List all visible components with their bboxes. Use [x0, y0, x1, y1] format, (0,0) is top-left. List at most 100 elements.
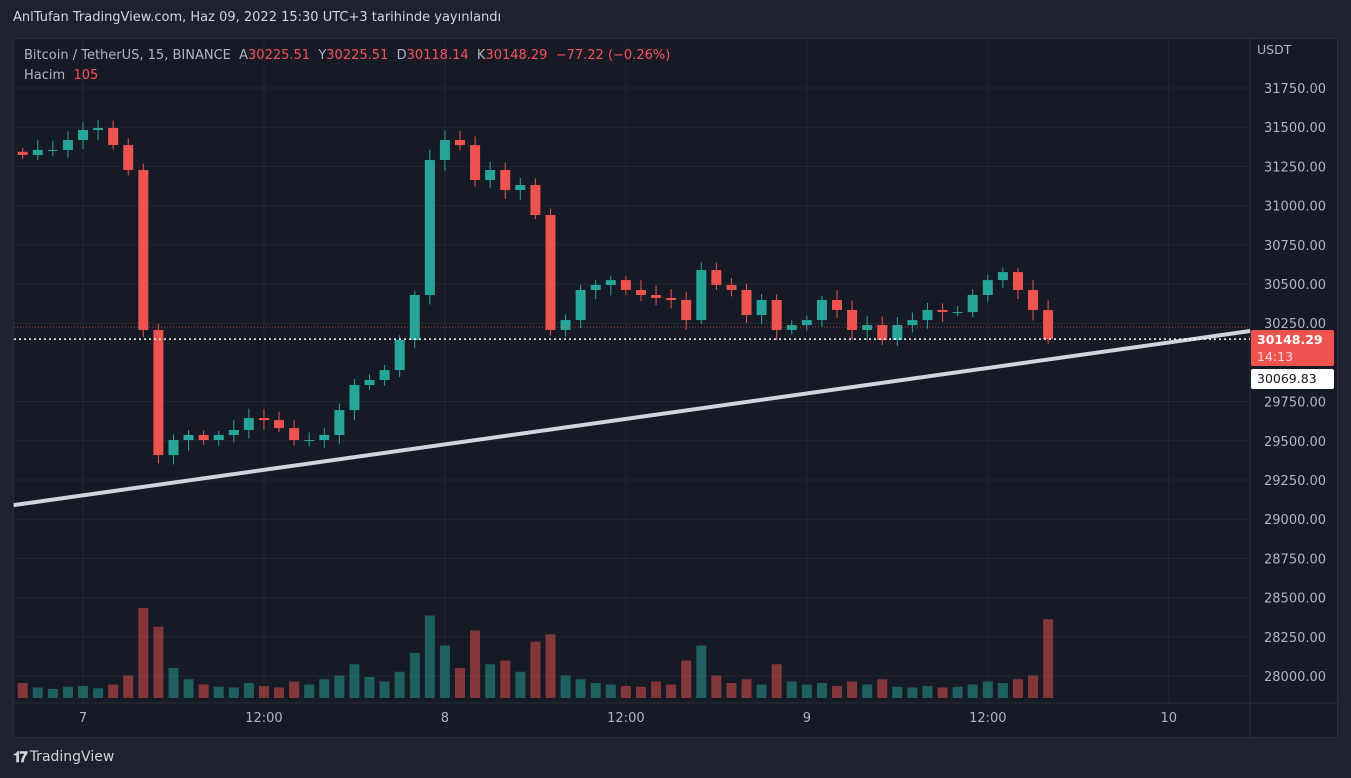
candle-up — [304, 440, 315, 442]
candle-up — [213, 434, 224, 441]
candle-down — [289, 428, 300, 441]
volume-bar — [258, 686, 269, 698]
y-tick-label: 28750.00 — [1264, 552, 1326, 567]
candle-up — [515, 185, 526, 191]
candle-up — [696, 270, 707, 321]
volume-bar — [168, 668, 179, 698]
candle-up — [228, 429, 239, 435]
volume-bar — [967, 684, 978, 698]
volume-bar — [349, 664, 360, 698]
volume-bar — [243, 683, 254, 698]
volume-bar — [832, 686, 842, 698]
volume-bar — [666, 684, 677, 698]
candle-up — [168, 440, 179, 456]
volume-bar — [711, 675, 722, 698]
brand-name: TradingView — [29, 749, 115, 765]
candle-up — [424, 159, 435, 295]
x-tick-label: 12:00 — [969, 711, 1006, 726]
y-tick-label: 30250.00 — [1264, 317, 1326, 332]
volume-bar — [1012, 679, 1023, 698]
volume-bar — [470, 630, 481, 698]
candle-down — [741, 289, 752, 316]
candle-down — [681, 299, 692, 321]
x-tick-label: 10 — [1160, 711, 1177, 726]
candle-down — [470, 145, 481, 181]
candle-up — [756, 299, 767, 316]
volume-bar — [515, 671, 526, 698]
candle-up — [560, 320, 571, 330]
volume-bar — [289, 681, 300, 698]
volume-bar — [394, 671, 405, 698]
volume-value: 105 — [73, 68, 99, 83]
candle-up — [575, 289, 586, 321]
candle-up — [892, 325, 903, 340]
candle-down — [1043, 310, 1054, 340]
candle-down — [635, 289, 646, 295]
volume-bar — [183, 679, 194, 698]
symbol-label[interactable]: Bitcoin / TetherUS, 15, BINANCE — [24, 48, 231, 63]
y-tick-label: 29500.00 — [1264, 435, 1326, 450]
candle-down — [1028, 289, 1039, 311]
candle-down — [1012, 272, 1023, 290]
candle-down — [258, 418, 269, 421]
volume-bar — [78, 686, 88, 698]
y-tick-label: 29750.00 — [1264, 396, 1326, 411]
candle-up — [334, 410, 345, 435]
volume-bar — [123, 675, 134, 698]
candle-down — [847, 310, 858, 330]
volume-bar — [1043, 619, 1054, 698]
volume-bar — [575, 679, 586, 698]
legend: Bitcoin / TetherUS, 15, BINANCE A30225.5… — [24, 46, 670, 86]
volume-bar — [32, 687, 43, 698]
volume-bar — [1028, 675, 1039, 698]
candle-up — [439, 140, 450, 160]
tv-logo-icon: 𝟏𝟕 — [13, 748, 28, 766]
volume-bar — [786, 681, 797, 698]
volume-bar — [877, 679, 888, 698]
candle-up — [590, 284, 601, 290]
candle-up — [183, 434, 194, 441]
candle-down — [711, 270, 722, 285]
x-tick-label: 7 — [79, 711, 87, 726]
volume-label: Hacim — [24, 68, 66, 83]
x-tick-label: 12:00 — [607, 711, 644, 726]
y-tick-label: 31000.00 — [1264, 200, 1326, 215]
volume-bar — [997, 683, 1008, 698]
candle-down — [651, 294, 662, 298]
volume-bar — [455, 668, 465, 698]
volume-bar — [153, 626, 164, 698]
trendline — [13, 329, 1251, 508]
candle-down — [123, 145, 134, 171]
volume-bar — [952, 686, 963, 698]
candle-up — [801, 320, 812, 326]
volume-bar — [379, 681, 390, 698]
volume-bar — [274, 687, 285, 698]
high-value: 30225.51 — [326, 48, 389, 63]
candle-up — [409, 294, 420, 340]
volume-bar — [801, 684, 812, 698]
y-tick-label: 28500.00 — [1264, 592, 1326, 607]
volume-bar — [756, 684, 767, 698]
volume-bar — [892, 686, 903, 698]
volume-bar — [62, 686, 73, 698]
volume-bar — [304, 684, 315, 698]
tradingview-logo[interactable]: 𝟏𝟕 TradingView — [13, 748, 114, 766]
candle-up — [967, 294, 978, 313]
chart-panel[interactable] — [13, 38, 1338, 738]
y-tick-label: 29250.00 — [1264, 474, 1326, 489]
volume-bar — [424, 615, 435, 698]
candle-up — [605, 280, 616, 285]
candle-down — [545, 215, 556, 330]
open-value: 30225.51 — [248, 48, 311, 63]
y-tick-label: 31500.00 — [1264, 121, 1326, 136]
crosshair-price-label: 30069.83 — [1251, 369, 1334, 389]
candle-down — [500, 170, 511, 191]
volume-bar — [334, 675, 345, 698]
low-label: D — [396, 48, 407, 63]
volume-bar — [545, 634, 556, 698]
candle-down — [108, 127, 119, 146]
open-label: A — [239, 48, 249, 63]
volume-bar — [862, 684, 873, 698]
volume-bar — [907, 687, 918, 698]
